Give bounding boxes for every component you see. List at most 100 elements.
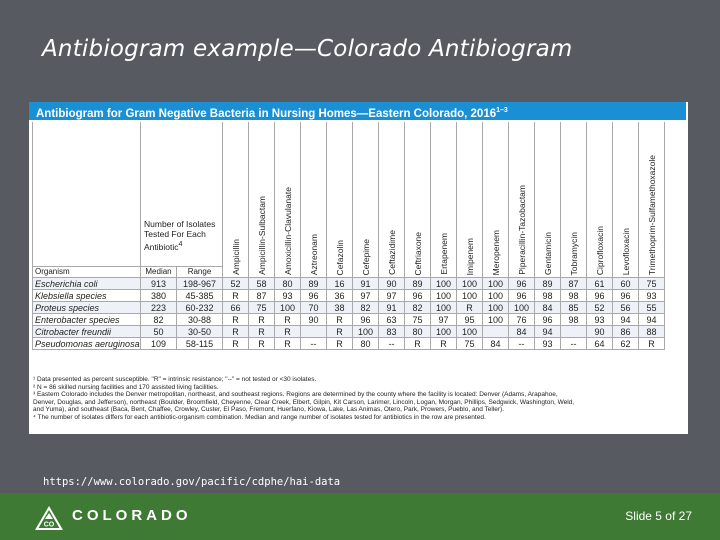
susceptibility-cell: 93 xyxy=(638,289,665,302)
organism-row: Citrobacter freundii 50 30-50 R R R R 100 83 80 10… xyxy=(32,325,665,338)
isolates-median: 913 xyxy=(140,277,177,290)
organism-name: Klebsiella species xyxy=(32,289,141,302)
susceptibility-cell: 80 xyxy=(404,325,431,338)
susceptibility-cell: 100 xyxy=(430,289,457,302)
susceptibility-cell: R xyxy=(248,337,275,350)
organism-row: Escherichia coli 913 198-967 52 58 80 89 16 91 90… xyxy=(32,277,665,290)
susceptibility-cell: 62 xyxy=(612,337,639,350)
antibiotic-name: Ampicillin xyxy=(230,239,241,275)
susceptibility-cell: 96 xyxy=(404,289,431,302)
susceptibility-cell: 100 xyxy=(508,301,535,314)
susceptibility-cell: 96 xyxy=(508,277,535,290)
susceptibility-cell: 97 xyxy=(378,289,405,302)
susceptibility-cell: 91 xyxy=(378,301,405,314)
susceptibility-cell: 52 xyxy=(222,277,249,290)
susceptibility-cell: 100 xyxy=(430,301,457,314)
susceptibility-cell: 98 xyxy=(534,289,561,302)
susceptibility-cell: R xyxy=(222,337,249,350)
antibiotic-header: Ceftazidime xyxy=(378,122,405,278)
susceptibility-cell: R xyxy=(456,301,483,314)
susceptibility-cell: 88 xyxy=(638,325,665,338)
organism-row: Proteus species 223 60-232 66 75 100 70 38 82 91 8… xyxy=(32,301,665,314)
susceptibility-cell: R xyxy=(404,337,431,350)
susceptibility-cell: 16 xyxy=(326,277,353,290)
antibiotic-name: Tobramycin xyxy=(568,231,579,275)
antibiotic-name: Ciprofloxacin xyxy=(594,225,605,275)
susceptibility-cell: 94 xyxy=(612,313,639,326)
antibiotic-name: Ertapenem xyxy=(438,233,449,275)
susceptibility-cell: 75 xyxy=(638,277,665,290)
footnote-line: Denver, Douglas, and Jefferson), northea… xyxy=(33,398,575,406)
source-url[interactable]: https://www.colorado.gov/pacific/cdphe/h… xyxy=(43,476,341,488)
antibiogram-footnotes: ¹ Data presented as percent susceptible.… xyxy=(33,376,683,422)
susceptibility-cell: 89 xyxy=(300,277,327,290)
isolates-range: 30-50 xyxy=(176,325,223,338)
footnote-line: ¹ Data presented as percent susceptible.… xyxy=(33,376,317,383)
susceptibility-cell: 90 xyxy=(300,313,327,326)
susceptibility-cell: 75 xyxy=(248,301,275,314)
susceptibility-cell: 94 xyxy=(534,325,561,338)
susceptibility-cell: 36 xyxy=(326,289,353,302)
susceptibility-cell: 86 xyxy=(612,325,639,338)
susceptibility-cell: 70 xyxy=(300,301,327,314)
susceptibility-cell: R xyxy=(326,325,353,338)
organism-name: Enterobacter species xyxy=(32,313,141,326)
susceptibility-cell: 100 xyxy=(482,301,509,314)
slide-title: Antibiogram example—Colorado Antibiogram xyxy=(42,36,573,62)
susceptibility-cell: R xyxy=(274,313,301,326)
susceptibility-cell: 84 xyxy=(508,325,535,338)
susceptibility-cell: 100 xyxy=(482,289,509,302)
isolates-range: 60-232 xyxy=(176,301,223,314)
susceptibility-cell: 93 xyxy=(586,313,613,326)
organism-name: Pseudomonas aeruginosa xyxy=(32,337,141,350)
antibiotic-name: Gentamicin xyxy=(542,232,553,275)
susceptibility-cell: 60 xyxy=(612,277,639,290)
susceptibility-cell: 90 xyxy=(586,325,613,338)
susceptibility-cell: 96 xyxy=(352,313,379,326)
susceptibility-cell: 100 xyxy=(456,325,483,338)
susceptibility-cell: 96 xyxy=(300,289,327,302)
susceptibility-cell: 85 xyxy=(560,301,587,314)
susceptibility-cell: 94 xyxy=(638,313,665,326)
susceptibility-cell: 100 xyxy=(274,301,301,314)
antibiotic-header: Amoxicillin-Clavulanate xyxy=(274,122,301,278)
organism-name: Escherichia coli xyxy=(32,277,141,290)
footnote-line: and Yuma), and southeast (Baca, Bent, Ch… xyxy=(33,406,505,414)
antibiogram-banner: Antibiogram for Gram Negative Bacteria i… xyxy=(29,102,686,120)
susceptibility-cell: 84 xyxy=(534,301,561,314)
susceptibility-cell: 97 xyxy=(352,289,379,302)
antibiotic-header: Piperacillin-Tazobactam xyxy=(508,122,535,278)
antibiotic-header: Cefazolin xyxy=(326,122,353,278)
isolates-median: 109 xyxy=(140,337,177,350)
isolates-header-footnote: 4 xyxy=(178,240,183,249)
antibiotic-name: Levofloxacin xyxy=(620,227,631,275)
susceptibility-cell: 82 xyxy=(404,301,431,314)
isolates-median: 82 xyxy=(140,313,177,326)
susceptibility-cell: 82 xyxy=(352,301,379,314)
isolates-header-text: Number of Isolates Tested For Each Antib… xyxy=(144,219,216,252)
susceptibility-cell: 96 xyxy=(534,313,561,326)
susceptibility-cell: 98 xyxy=(560,289,587,302)
slide-number: Slide 5 of 27 xyxy=(625,509,692,523)
susceptibility-cell: 100 xyxy=(430,325,457,338)
antibiotic-header: Gentamicin xyxy=(534,122,561,278)
susceptibility-cell: 64 xyxy=(586,337,613,350)
antibiotic-header: Cefepime xyxy=(352,122,379,278)
susceptibility-cell: 91 xyxy=(352,277,379,290)
susceptibility-cell: 100 xyxy=(482,277,509,290)
footer-bar xyxy=(0,493,720,540)
isolates-range: 45-385 xyxy=(176,289,223,302)
susceptibility-cell: -- xyxy=(508,337,535,350)
isolates-range: 30-88 xyxy=(176,313,223,326)
susceptibility-cell: R xyxy=(274,337,301,350)
susceptibility-cell: R xyxy=(248,313,275,326)
susceptibility-cell: -- xyxy=(560,337,587,350)
antibiotic-name: Aztreonam xyxy=(308,233,319,275)
antibiotic-header: Ciprofloxacin xyxy=(586,122,613,278)
antibiogram-image: Antibiogram for Gram Negative Bacteria i… xyxy=(29,102,688,434)
antibiotic-header: Ceftriaxone xyxy=(404,122,431,278)
susceptibility-cell xyxy=(560,325,587,338)
isolates-median: 380 xyxy=(140,289,177,302)
susceptibility-cell: 80 xyxy=(274,277,301,290)
susceptibility-cell: R xyxy=(274,325,301,338)
